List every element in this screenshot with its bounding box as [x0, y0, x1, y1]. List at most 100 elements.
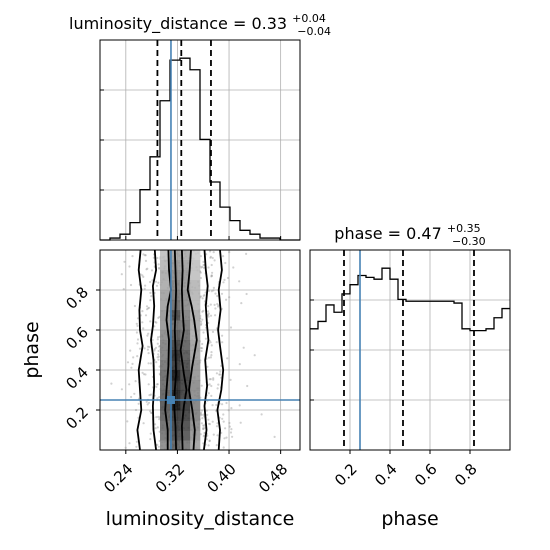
- sample-point: [128, 265, 131, 268]
- sample-point: [211, 271, 214, 274]
- sample-point: [203, 431, 206, 435]
- density-cell: [180, 420, 191, 431]
- sample-point: [216, 302, 219, 306]
- density-cell: [190, 250, 201, 261]
- sample-point: [219, 373, 222, 376]
- sample-point: [135, 445, 138, 448]
- sample-point: [154, 423, 157, 426]
- sample-point: [207, 310, 210, 313]
- sample-point: [136, 338, 140, 341]
- sample-point: [221, 341, 224, 344]
- sample-point: [246, 384, 249, 388]
- sample-point: [214, 314, 217, 317]
- sample-point: [202, 263, 205, 267]
- sample-point: [212, 378, 215, 381]
- density-cell: [190, 360, 201, 371]
- sample-point: [157, 349, 160, 353]
- sample-point: [253, 354, 256, 357]
- sample-point: [223, 437, 226, 440]
- sample-point: [149, 393, 152, 396]
- sample-point: [136, 355, 139, 358]
- density-cell: [190, 290, 201, 301]
- sample-point: [156, 426, 159, 429]
- density-cell: [180, 410, 191, 421]
- sample-point: [158, 345, 161, 348]
- density-cell: [180, 440, 191, 451]
- contour-line: [186, 249, 198, 451]
- sample-point: [221, 403, 224, 406]
- sample-point: [212, 286, 215, 289]
- sample-point: [120, 273, 123, 276]
- density-cell: [190, 370, 201, 381]
- density-cell: [190, 280, 201, 291]
- sample-point: [145, 400, 148, 403]
- sample-point: [124, 446, 127, 449]
- sample-point: [155, 321, 158, 324]
- phase-title-minus: −0.30: [452, 235, 486, 248]
- sample-point: [202, 426, 205, 430]
- sample-point: [200, 384, 203, 387]
- sample-point: [157, 355, 160, 358]
- sample-point: [207, 266, 210, 269]
- density-cell: [190, 270, 201, 281]
- sample-point: [154, 280, 158, 283]
- sample-point: [147, 383, 150, 386]
- sample-point: [200, 414, 203, 417]
- sample-point: [209, 303, 212, 306]
- sample-point: [260, 413, 263, 416]
- sample-point: [141, 321, 144, 324]
- sample-point: [156, 256, 159, 260]
- sample-point: [228, 421, 231, 425]
- density-cell: [180, 310, 191, 321]
- contour-line: [173, 249, 178, 451]
- sample-point: [145, 268, 148, 271]
- density-cell: [160, 420, 171, 431]
- sample-point: [273, 435, 276, 438]
- sample-point: [157, 445, 160, 448]
- sample-point: [216, 387, 219, 390]
- sample-point: [245, 292, 248, 296]
- sample-point: [226, 357, 229, 360]
- sample-point: [157, 358, 160, 361]
- sample-point: [147, 306, 151, 309]
- density-cell: [160, 260, 171, 271]
- sample-point: [144, 373, 147, 376]
- contour-line: [216, 249, 225, 451]
- density-cell: [190, 260, 201, 271]
- sample-point: [146, 345, 150, 348]
- sample-point: [215, 341, 218, 344]
- sample-point: [201, 265, 204, 268]
- sample-point: [135, 322, 138, 325]
- sample-point: [218, 373, 221, 376]
- x-axis-label-luminosity-distance: luminosity_distance: [106, 508, 295, 530]
- sample-point: [150, 295, 153, 298]
- sample-point: [202, 294, 205, 297]
- sample-point: [146, 308, 149, 311]
- sample-point: [202, 260, 205, 263]
- sample-point: [142, 327, 145, 330]
- sample-point: [202, 309, 205, 312]
- sample-point: [135, 440, 138, 443]
- density-cell: [160, 320, 171, 331]
- density-cell: [160, 330, 171, 341]
- sample-point: [144, 254, 147, 257]
- sample-point: [242, 346, 245, 349]
- sample-point: [156, 397, 159, 400]
- sample-point: [138, 347, 142, 350]
- sample-point: [226, 276, 230, 280]
- sample-point: [224, 261, 227, 265]
- sample-point: [147, 362, 150, 365]
- sample-point: [136, 342, 139, 345]
- sample-point: [157, 266, 161, 269]
- density-cell: [170, 400, 181, 411]
- sample-point: [156, 338, 159, 341]
- sample-point: [153, 348, 156, 351]
- sample-point: [207, 289, 210, 293]
- density-cell: [190, 400, 201, 411]
- sample-point: [199, 413, 202, 416]
- sample-point: [200, 266, 203, 269]
- sample-point: [214, 307, 217, 310]
- sample-point: [209, 250, 212, 253]
- sample-point: [156, 383, 159, 386]
- sample-point: [222, 281, 225, 284]
